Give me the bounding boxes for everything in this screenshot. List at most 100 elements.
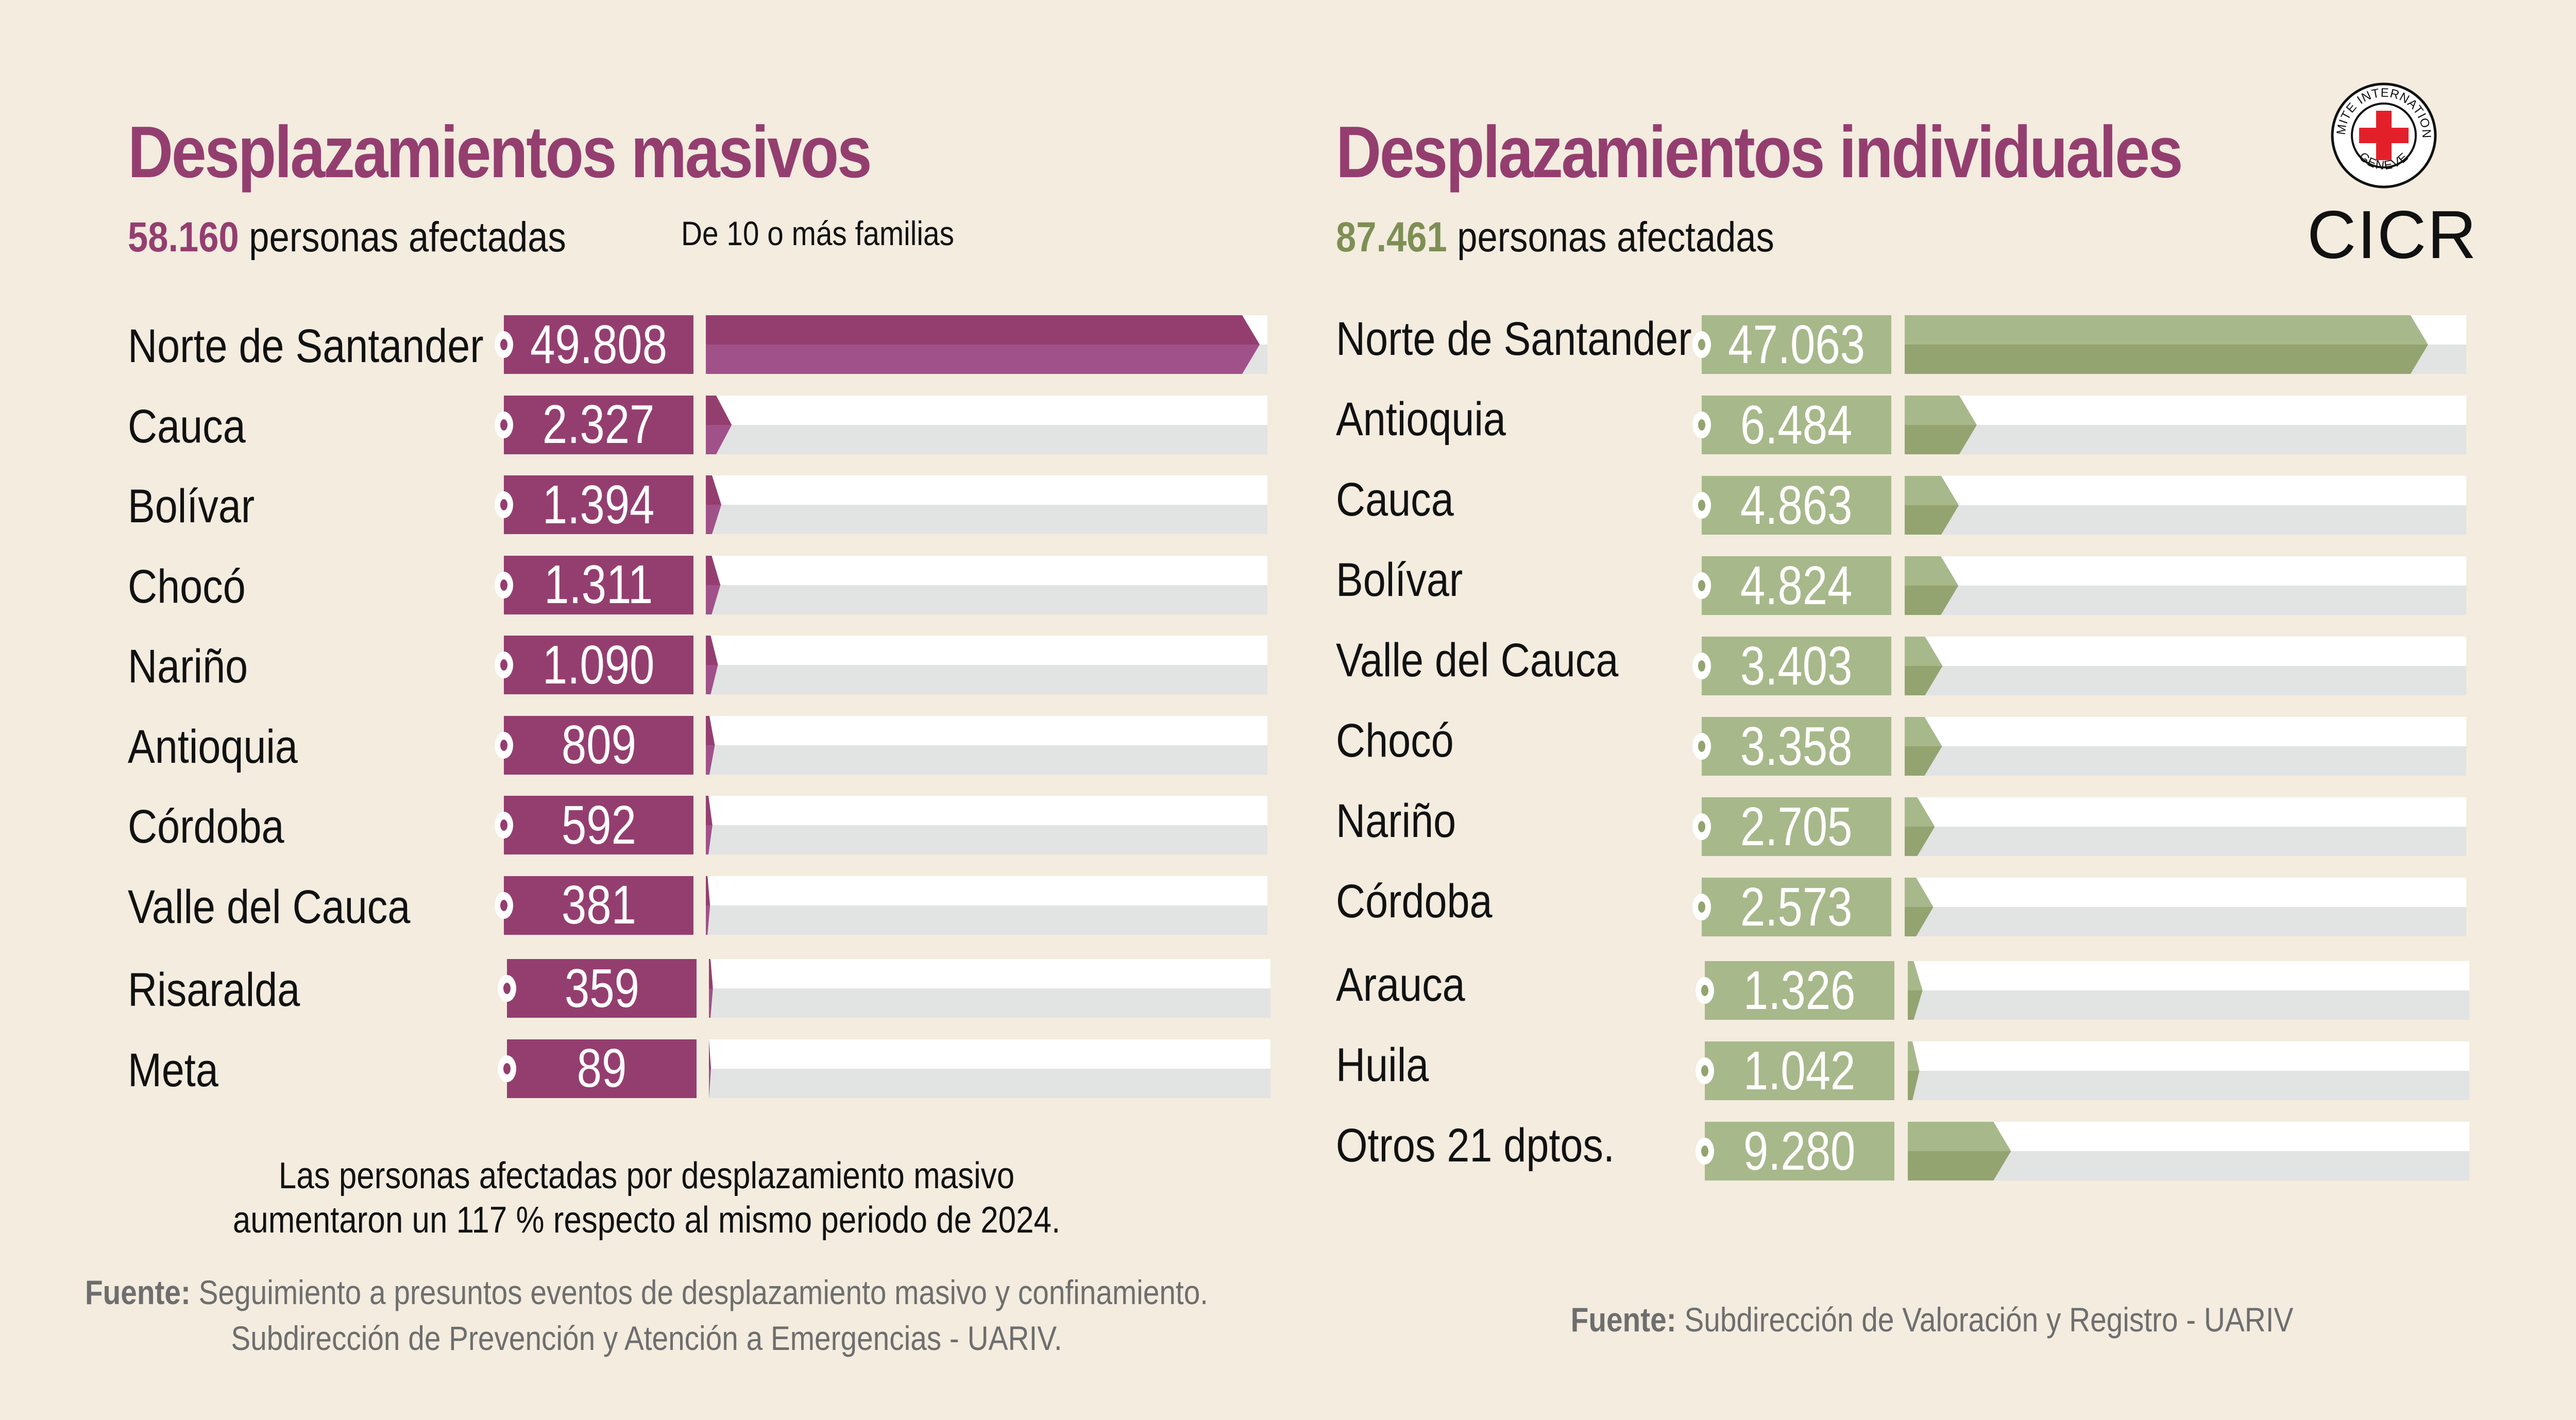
bar-top-face [709,1039,711,1069]
bar-top-face [1905,797,1935,827]
masivos-total-suffix: personas afectadas [239,214,566,261]
value-label: 47.063 [1728,314,1865,375]
individuales-total: 87.461 [1336,214,1447,261]
bar [1908,961,1923,1020]
value-label: 359 [564,957,639,1019]
bar-track [1905,878,2466,936]
bar-bottom-face [706,505,722,534]
category-label: Risaralda [128,964,300,1016]
category-label: Bolívar [1336,554,1463,606]
bar-top-face [1905,878,1934,907]
bar-track [706,315,1267,374]
bar-track [1905,315,2466,374]
value-label: 1.326 [1743,960,1856,1021]
category-label: Nariño [1336,795,1456,847]
value-label: 6.484 [1740,394,1853,455]
bullet-icon [1692,653,1711,679]
value-label-box: 1.311 [495,554,693,615]
value-label: 4.824 [1740,555,1853,616]
bar-bottom-face [706,745,715,775]
bar-track [709,1039,1270,1098]
value-label: 809 [561,714,636,775]
value-label-box: 4.824 [1692,555,1891,616]
bar-top-face [706,636,718,665]
value-label: 1.042 [1743,1040,1856,1101]
category-label: Meta [128,1043,218,1097]
bar-bottom-face [706,665,718,694]
bar [706,555,721,614]
value-label: 1.090 [543,634,655,695]
bar-bottom-face [1908,990,1923,1020]
bar [706,395,732,454]
bar-top-face [1905,396,1977,425]
bar [1905,878,1934,936]
value-label: 1.311 [544,554,653,615]
bar [706,475,722,534]
bar-top-face [1908,1122,2011,1151]
bar-track [1905,476,2466,535]
bar [1905,637,1943,695]
bar-top-face [706,315,1260,345]
bar-track [706,555,1267,614]
bar [1905,315,2428,374]
bullet-icon [1696,1057,1714,1084]
bullet-icon [498,975,516,1002]
category-label: Cauca [128,400,246,453]
individuales-source-label: Fuente: [1570,1301,1676,1339]
masivos-source-label: Fuente: [84,1273,191,1311]
bar-track [1905,637,2466,695]
category-label: Córdoba [1336,875,1493,928]
category-label: Nariño [128,640,248,693]
bar [706,315,1260,374]
bullet-icon [495,331,513,358]
value-label: 381 [561,875,636,935]
value-label: 1.394 [543,474,655,535]
bullet-icon [495,731,513,759]
bar-track [1905,717,2466,776]
bar-track [709,959,1270,1018]
bar-bottom-face [1908,1151,2011,1181]
value-label: 2.327 [543,394,655,455]
bar-top-face [1908,1041,1920,1071]
bar-bottom-face [1905,666,1943,695]
bar-bottom-face [1908,1071,1920,1100]
bar-top-face [1905,717,1942,746]
bar-top-face [706,876,710,905]
value-label-box: 592 [495,795,693,856]
value-label: 2.705 [1740,796,1853,857]
bar-bottom-face [1905,827,1935,856]
bar-track [706,715,1267,775]
bar [1908,1122,2011,1181]
masivos-source-line2: Subdirección de Prevención y Atención a … [231,1319,1062,1358]
masivos-title: Desplazamientos masivos [128,111,872,193]
bullet-icon [1692,894,1711,920]
value-label: 3.403 [1740,635,1853,696]
bullet-icon [495,571,513,598]
bullet-icon [1692,331,1711,358]
bar-bottom-face [706,905,710,935]
value-label-box: 1.326 [1696,960,1894,1021]
category-label: Arauca [1336,959,1465,1011]
bar [706,796,713,854]
bar-bottom-face [1905,505,1959,535]
category-label: Huila [1336,1039,1429,1091]
bullet-icon [1692,813,1711,840]
bar-top-face [1905,476,1959,505]
bar-top-face [706,395,732,425]
red-cross-icon: COMITE INTERNATIONAL GENEVE [2325,71,2437,189]
value-label-box: 4.863 [1692,475,1891,536]
bar-track [1908,961,2469,1020]
bullet-icon [1692,572,1711,599]
value-label-box: 2.573 [1692,877,1891,937]
value-label-box: 1.394 [495,474,693,535]
bar-bottom-face [1905,746,1942,776]
category-label: Otros 21 dptos. [1336,1119,1615,1172]
category-label: Chocó [1336,714,1454,767]
masivos-source-line1: Seguimiento a presuntos eventos de despl… [190,1273,1209,1311]
bar [1905,717,1942,776]
bullet-icon [495,411,513,438]
category-label: Antioquia [1336,393,1506,446]
value-label-box: 1.090 [495,634,693,695]
bullet-icon [1696,977,1714,1004]
bar-track [1908,1122,2469,1181]
